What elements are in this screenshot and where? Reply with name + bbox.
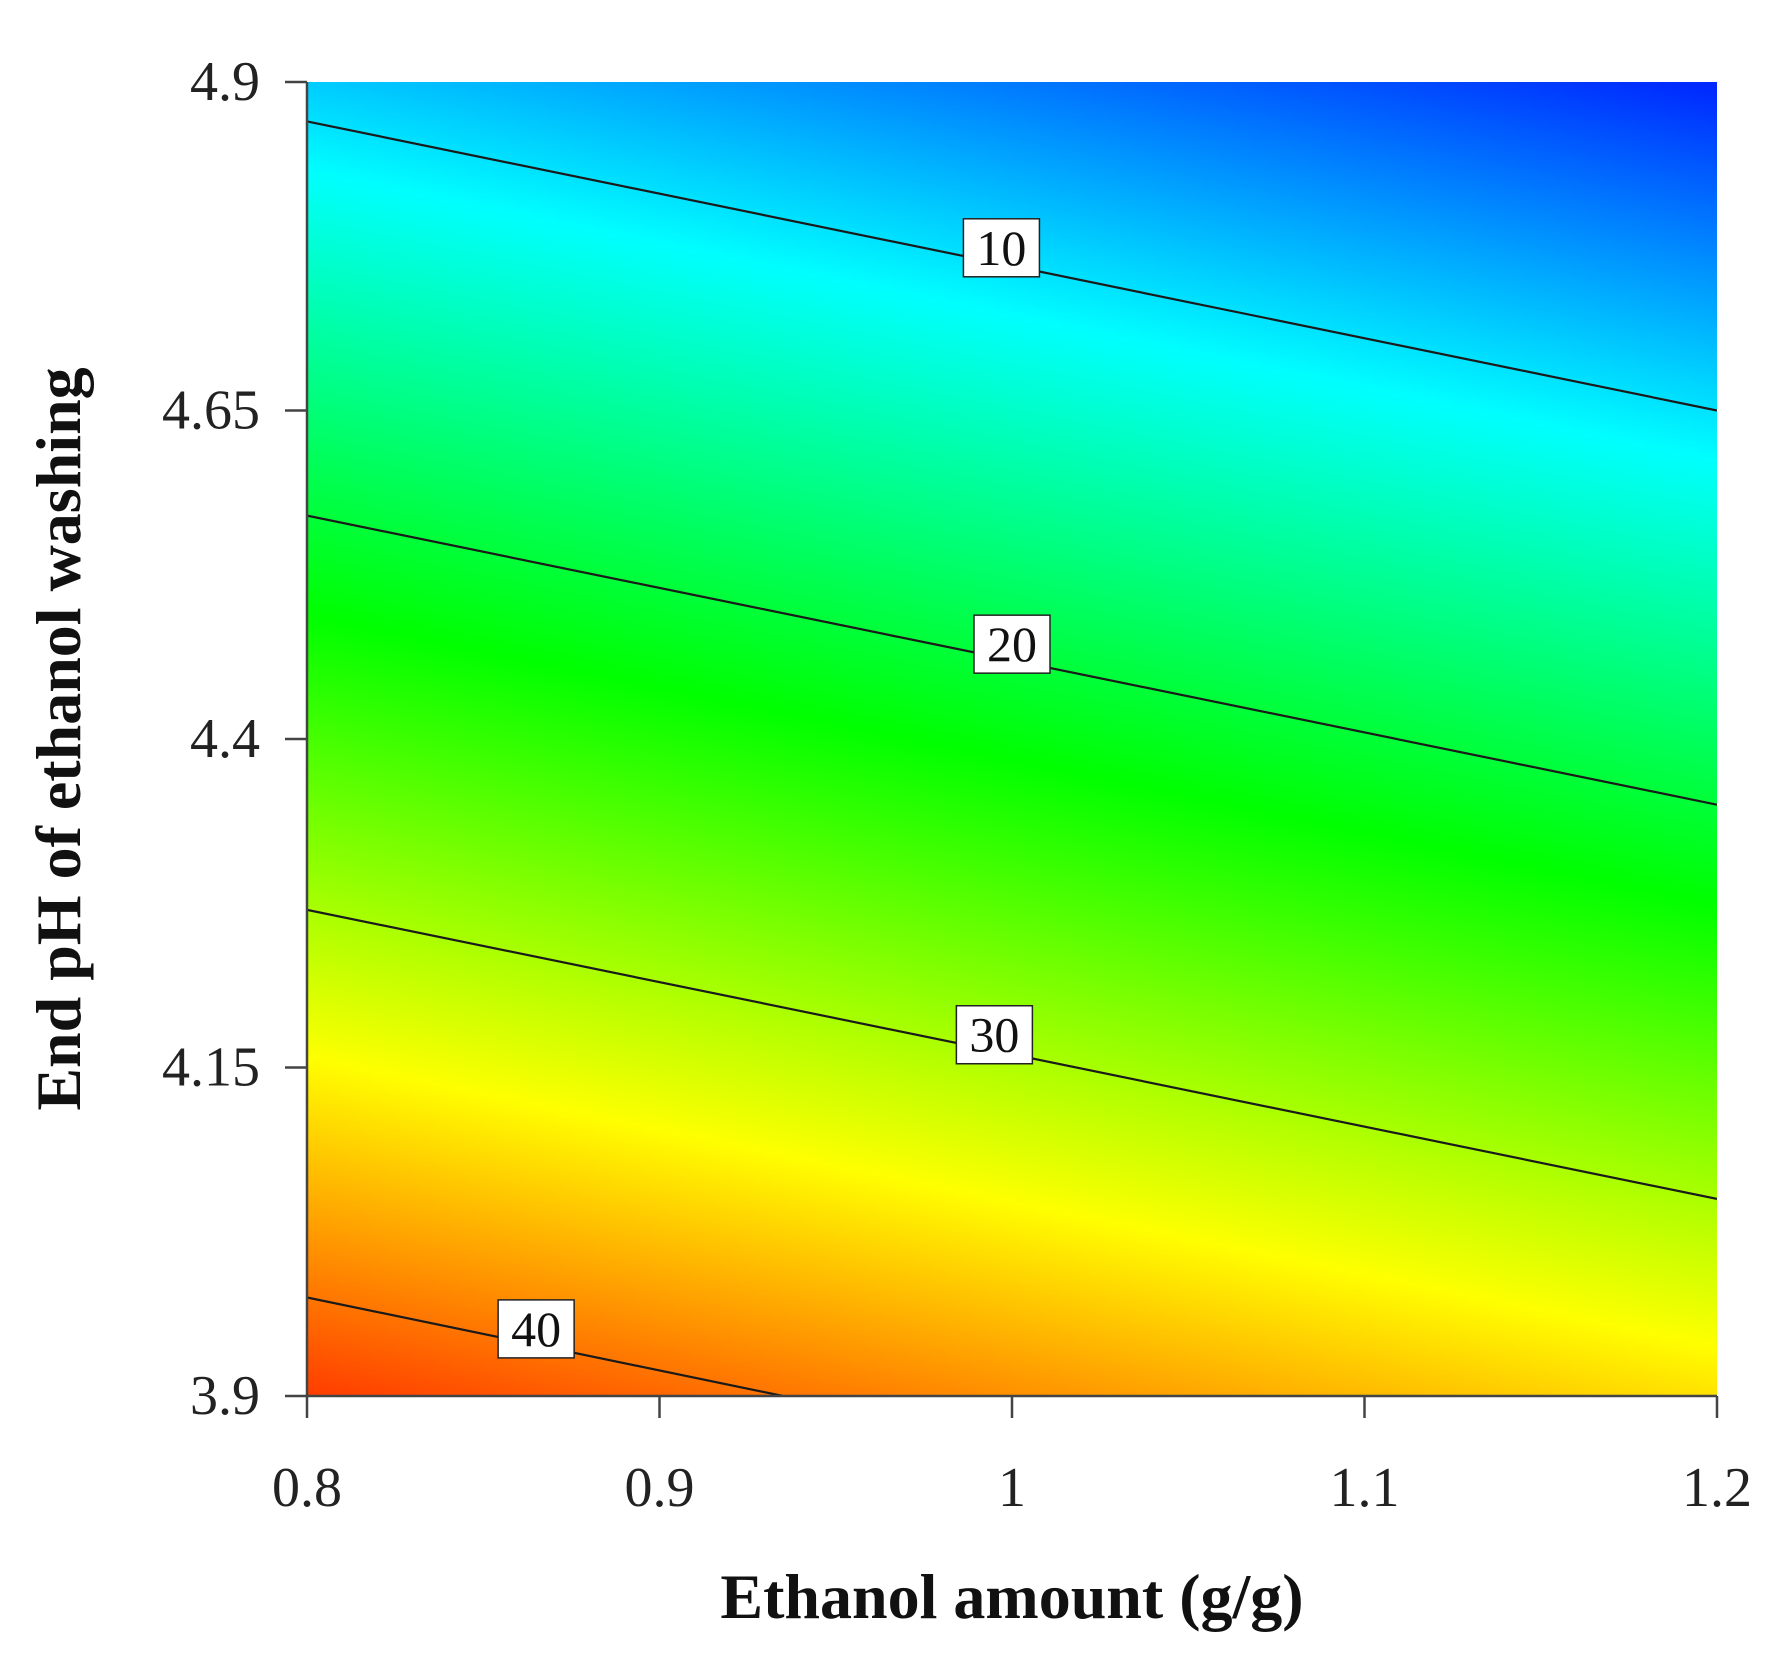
y-tick-label: 3.9 (190, 1365, 260, 1427)
contour-label-10: 10 (962, 218, 1041, 278)
y-tick-label: 4.9 (190, 51, 260, 113)
x-tick-label: 1.2 (1682, 1457, 1752, 1519)
contour-label-text: 10 (976, 220, 1026, 276)
contour-label-40: 40 (497, 1299, 575, 1359)
y-tick-label: 4.65 (162, 380, 260, 442)
contour-labels: 10 20 30 40 (497, 218, 1051, 1359)
x-axis-title: Ethanol amount (g/g) (720, 1561, 1303, 1632)
contour-label-box (497, 1299, 575, 1359)
contour-label-box (962, 218, 1041, 278)
contour-label-text: 20 (987, 616, 1037, 672)
x-tick-label: 1 (998, 1457, 1026, 1519)
contour-label-text: 30 (969, 1007, 1019, 1063)
contour-label-box (955, 1004, 1034, 1065)
x-tick-label: 0.8 (272, 1457, 342, 1519)
x-tick-label: 1.1 (1330, 1457, 1400, 1519)
y-tick-label: 4.4 (190, 708, 260, 770)
plot-area (307, 82, 1717, 1396)
contour-label-20: 20 (973, 614, 1051, 674)
y-tick-label: 4.15 (162, 1037, 260, 1099)
contour-label-30: 30 (955, 1004, 1034, 1065)
contour-label-text: 40 (511, 1301, 561, 1357)
y-axis-ticks: 3.9 4.15 4.4 4.65 4.9 (162, 51, 307, 1427)
y-axis-title: End pH of ethanol washing (23, 367, 94, 1110)
heatmap-surface (307, 82, 1717, 1396)
x-axis-ticks: 0.8 0.9 1 1.1 1.2 (272, 1396, 1752, 1519)
contour-label-box (973, 614, 1051, 674)
x-tick-label: 0.9 (625, 1457, 695, 1519)
